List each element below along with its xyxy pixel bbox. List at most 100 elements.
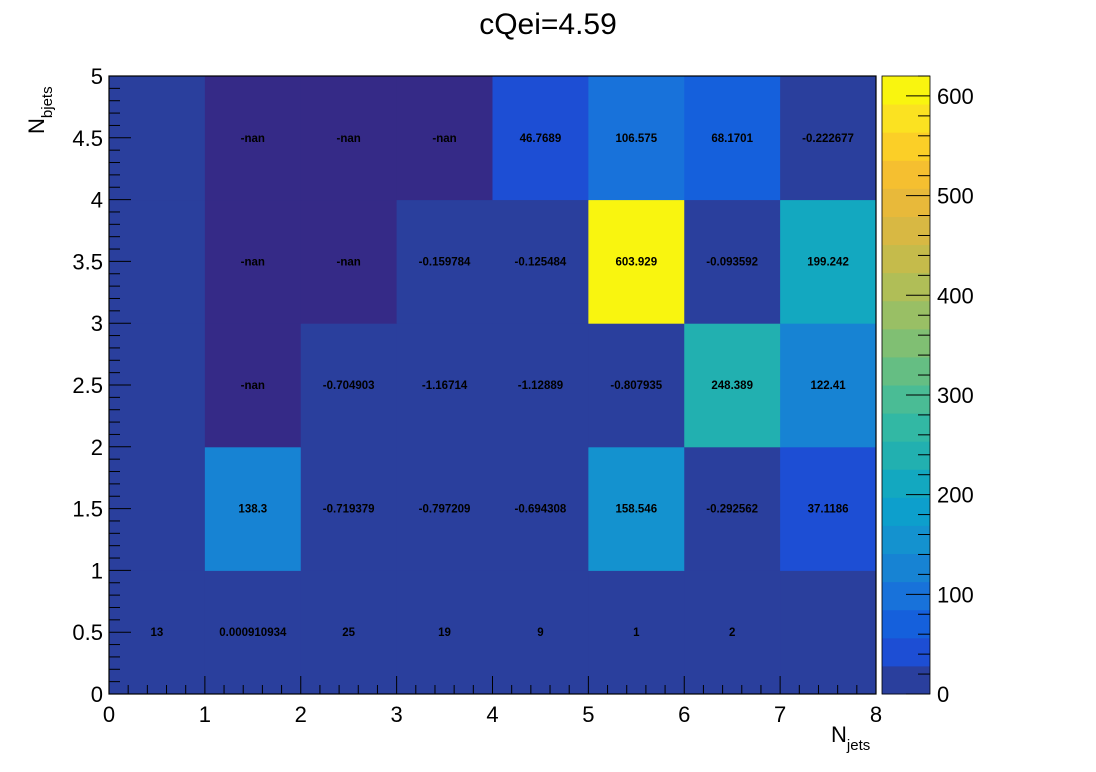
heatmap-cell [684, 446, 781, 571]
heatmap-cell [588, 199, 685, 324]
color-scale-tick-label: 400 [937, 283, 974, 308]
cell-value-label: -nan [241, 380, 265, 392]
heatmap-cell [492, 323, 589, 448]
y-tick-label: 5 [91, 64, 103, 89]
color-scale-swatch [882, 637, 930, 667]
cell-value-label: -0.694308 [515, 504, 567, 516]
cell-value-label: 138.3 [238, 504, 267, 516]
x-tick-label: 3 [391, 702, 403, 727]
color-scale-tick-label: 500 [937, 184, 974, 209]
heatmap-cell [780, 446, 877, 571]
cell-value-label: 25 [342, 627, 355, 639]
heatmap-cell [588, 570, 685, 695]
heatmap-cell [300, 199, 398, 324]
color-scale-tick-label: 100 [937, 582, 974, 607]
cell-value-label: 19 [438, 627, 451, 639]
color-scale-swatch [882, 497, 930, 526]
y-tick-label: 0.5 [72, 620, 103, 645]
x-tick-label: 8 [870, 702, 882, 727]
cell-value-label: -0.292562 [706, 504, 758, 516]
color-scale-tick-label: 600 [937, 84, 974, 109]
color-scale-ticks: 0 100 200 300 400 500 600 [906, 75, 974, 707]
heatmap-cell [492, 76, 589, 201]
color-scale-swatch [882, 553, 930, 583]
color-scale-tick-label: 300 [937, 383, 974, 408]
color-scale-swatch [882, 385, 930, 414]
x-tick-label: 7 [774, 702, 786, 727]
y-axis-title-sub: bjets [39, 86, 56, 118]
x-axis-title-sub: jets [846, 737, 870, 754]
cell-value-label: -nan [241, 256, 265, 268]
cell-value-label: -0.125484 [515, 256, 567, 268]
heatmap-cell [396, 323, 493, 448]
x-tick-label: 2 [295, 702, 307, 727]
cell-value-label: -nan [241, 133, 265, 145]
y-axis-title-main: N [24, 118, 49, 134]
cell-value-label: -0.704903 [323, 380, 375, 392]
heatmap-cell [300, 76, 398, 201]
cell-value-label: 248.389 [711, 380, 753, 392]
color-scale-bar [881, 75, 931, 695]
heatmap-cell [588, 446, 685, 571]
cell-value-label: -0.159784 [419, 256, 471, 268]
color-scale-swatch [882, 356, 930, 386]
cell-value-label: -nan [337, 256, 361, 268]
heatmap-cell [300, 570, 398, 695]
heatmap-cell [492, 570, 589, 695]
heatmap-cell [204, 323, 302, 448]
cell-value-label: -0.719379 [323, 504, 375, 516]
color-scale-swatch [882, 272, 930, 302]
color-scale-swatch [882, 469, 930, 498]
cell-value-label: 9 [537, 627, 543, 639]
x-tick-label: 5 [582, 702, 594, 727]
heatmap-cell [684, 323, 781, 448]
color-scale-swatch [882, 413, 930, 442]
heatmap-cell [396, 570, 493, 695]
cell-value-label: 122.41 [810, 380, 846, 392]
cell-value-label: -0.807935 [610, 380, 662, 392]
color-scale-swatch [882, 581, 930, 611]
heatmap-cell [684, 570, 781, 695]
heatmap-cell [780, 570, 877, 695]
heatmap-cell [588, 323, 685, 448]
color-scale-swatch [882, 160, 930, 189]
cell-value-label: 0.000910934 [219, 627, 287, 639]
cell-value-label: 158.546 [616, 504, 658, 516]
y-tick-label: 2 [91, 435, 103, 460]
cell-value-label: -1.12889 [518, 380, 563, 392]
heatmap-cell [204, 446, 302, 571]
x-tick-label: 1 [199, 702, 211, 727]
cell-value-label: -0.093592 [706, 256, 758, 268]
heatmap-cell [780, 76, 877, 201]
cell-value-label: -nan [432, 133, 456, 145]
x-axis-title-main: N [831, 722, 847, 747]
heatmap-cells [109, 76, 877, 695]
color-scale-tick-label: 0 [937, 682, 949, 707]
heatmap-cell-labels: 13 0.000910934 25 19 9 1 2 138.3 -0.719379 -0.797… [151, 133, 854, 639]
heatmap-cell [300, 446, 398, 571]
cell-value-label: -nan [337, 133, 361, 145]
cell-value-label: 199.242 [807, 256, 849, 268]
heatmap-cell [396, 446, 493, 571]
y-axis-title: Nbjets [24, 86, 56, 134]
heatmap-cell [684, 76, 781, 201]
x-axis-ticks: 0 1 2 3 4 5 6 7 8 [103, 676, 882, 727]
color-scale-swatch [882, 441, 930, 470]
x-tick-label: 4 [486, 702, 498, 727]
color-scale-swatch [882, 525, 930, 555]
x-axis-title: Njets [831, 722, 870, 754]
color-scale-swatch [882, 216, 930, 246]
cell-value-label: 46.7689 [520, 133, 562, 145]
color-scale-swatch [882, 244, 930, 274]
cell-value-label: 603.929 [616, 256, 658, 268]
y-tick-label: 4.5 [72, 126, 103, 151]
chart-title: cQei=4.59 [479, 8, 617, 41]
heatmap-cell [396, 76, 493, 201]
y-tick-label: 1 [91, 558, 103, 583]
heatmap-cell [492, 199, 589, 324]
y-tick-label: 3.5 [72, 249, 103, 274]
heatmap-cell [780, 323, 877, 448]
color-scale-swatch [882, 188, 930, 217]
x-tick-label: 0 [103, 702, 115, 727]
